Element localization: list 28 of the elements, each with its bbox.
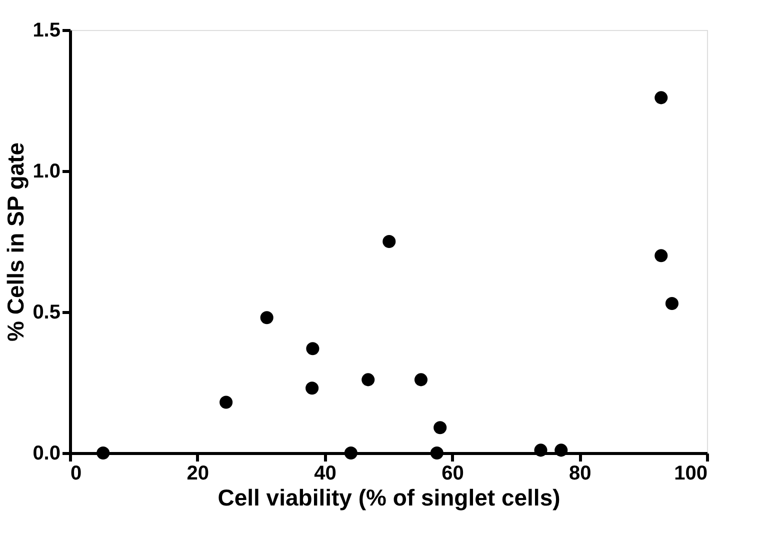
point (362, 373, 375, 386)
point (414, 373, 428, 386)
x-axis-title: Cell viability (% of singlet cells) (218, 484, 560, 510)
x-tick-label: 80 (568, 462, 592, 484)
x-tick-label: 20 (186, 462, 210, 484)
y-axis-title: % Cells in SP gate (2, 142, 29, 342)
x-tick-label: 40 (314, 462, 336, 484)
x-tick-label: 100 (674, 462, 708, 484)
y-tick-label: 1.5 (32, 20, 60, 42)
point (654, 249, 668, 262)
x-tick-label: 0 (70, 462, 82, 484)
point (554, 444, 568, 457)
point (96, 446, 110, 460)
point (306, 342, 320, 356)
point (534, 444, 548, 457)
y-tick-label: 0.5 (32, 302, 60, 324)
point (344, 446, 358, 460)
y-tick-label: 0.0 (32, 442, 60, 464)
point (306, 382, 319, 395)
point (430, 446, 444, 460)
point (382, 234, 396, 248)
point (220, 396, 233, 409)
point (434, 421, 447, 434)
point (665, 297, 678, 310)
point (260, 311, 274, 324)
y-tick-label: 1.0 (32, 160, 60, 182)
x-tick-label: 60 (442, 462, 464, 484)
point (654, 91, 668, 104)
